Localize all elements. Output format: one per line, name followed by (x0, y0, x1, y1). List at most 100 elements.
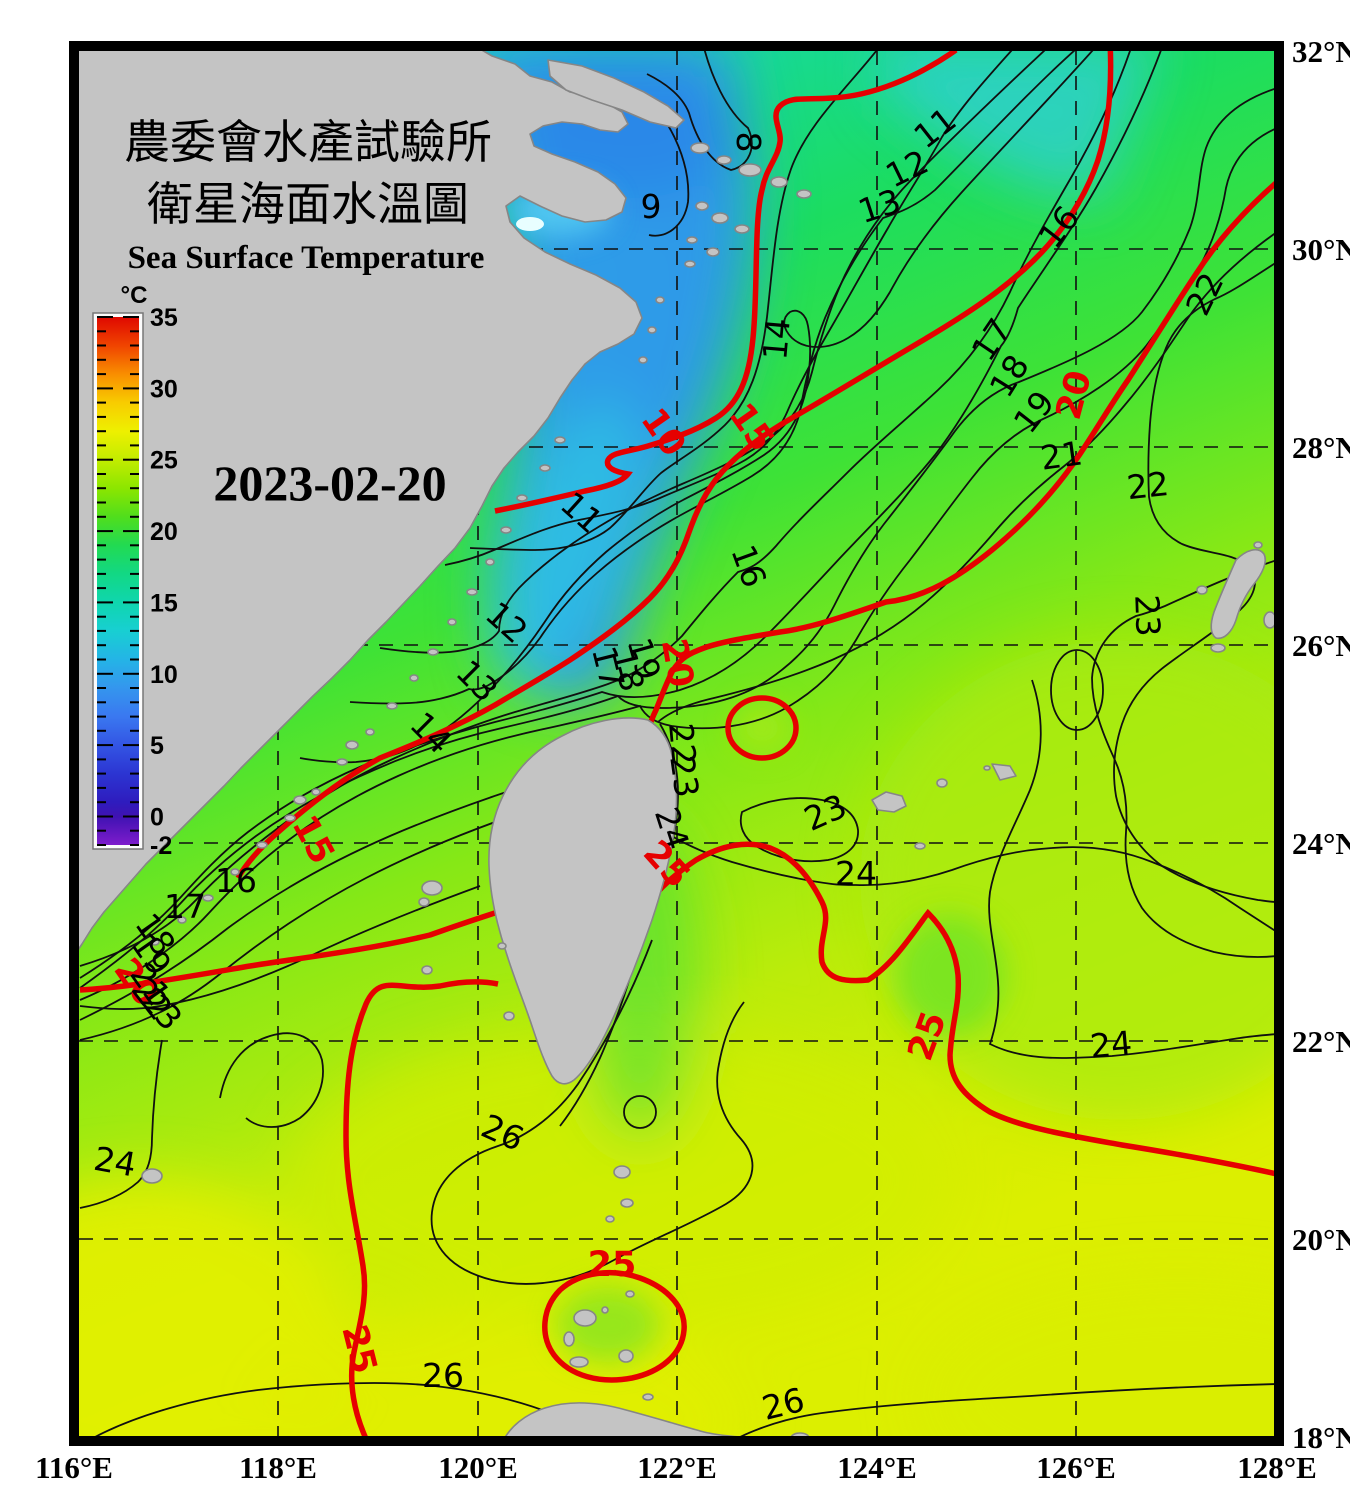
isotherm-20-red-sw (79, 902, 521, 993)
lat-axis: 32°N 30°N 28°N 26°N 24°N 22°N 20°N 18°N (1292, 34, 1350, 1455)
yaeyama-islands (871, 763, 1017, 850)
isotherm-label-9: 9 (641, 187, 662, 226)
isotherm-23-eddy (1050, 649, 1104, 731)
isotherm-22-sw (79, 761, 601, 1021)
se-taiwan-islets (605, 1165, 634, 1223)
isotherm-label-22: 22 (661, 721, 704, 766)
isotherm-12 (379, 51, 1046, 654)
isotherm-label-major-20: 20 (653, 636, 701, 691)
lon-tick-label: 116°E (35, 1450, 113, 1485)
isotherm-label-21: 21 (1038, 433, 1085, 477)
colorbar-tick-label: 20 (150, 518, 178, 546)
isotherm-26-ring (430, 939, 754, 1285)
lat-tick-label: 22°N (1292, 1024, 1350, 1059)
colorbar-tick-label: 5 (150, 732, 164, 760)
zhoushan-islands (638, 142, 812, 364)
colorbar-tick-label: 10 (150, 661, 178, 689)
title-zh-line1: 農委會水產試驗所 (124, 117, 492, 168)
isotherm-label-26: 26 (422, 1356, 464, 1395)
isotherm-15-red (235, 51, 1114, 880)
isotherm-label-14: 14 (755, 316, 798, 361)
isotherm-23-sw (79, 799, 561, 1041)
lat-tick-label: 32°N (1292, 34, 1350, 69)
isotherm-25-red-eddy (725, 695, 799, 761)
isotherm-17 (79, 51, 1162, 979)
lat-tick-label: 26°N (1292, 628, 1350, 663)
isotherm-21-ne (657, 232, 1275, 723)
isotherm-23-east (1091, 559, 1275, 958)
colorbar-tick-label: 30 (150, 375, 178, 403)
coastal-islets (150, 436, 566, 946)
isotherm-label-major-25: 25 (588, 1245, 637, 1285)
isotherm-18 (79, 87, 1275, 989)
isotherm-label-24: 24 (91, 1139, 139, 1185)
isotherm-20-red-ne (645, 180, 1275, 731)
lat-tick-label: 24°N (1292, 826, 1350, 861)
isotherm-25-red-batanes (542, 1269, 687, 1383)
colorbar-tick-label: 25 (150, 447, 178, 475)
lon-tick-label: 120°E (438, 1450, 518, 1485)
isotherm-label-17: 17 (164, 887, 206, 926)
land-masses (79, 51, 1275, 1437)
colorbar-labels: 35 30 25 20 15 10 5 0-2 (150, 304, 178, 860)
isotherm-9 (469, 51, 878, 551)
isotherm-label-8: 8 (729, 132, 768, 153)
isotherm-label-16: 16 (215, 861, 257, 900)
isotherm-label-23: 23 (1127, 594, 1167, 637)
lat-tick-label: 20°N (1292, 1222, 1350, 1257)
colorbar-tick-label: 0 (150, 803, 164, 831)
isotherm-24-dip (219, 1032, 324, 1128)
isotherm-25-red-strait (343, 979, 499, 1437)
chongming-island (547, 59, 685, 129)
title-en: Sea Surface Temperature (128, 240, 485, 276)
okinawa-islands (1196, 541, 1275, 653)
lon-axis: 116°E 118°E 120°E 122°E 124°E 126°E 128°E (35, 1450, 1317, 1485)
isotherm-26-eddy (623, 1095, 657, 1129)
isotherm-10-red (494, 51, 958, 514)
bay-cold-patch (516, 217, 544, 231)
isotherm-8 (646, 51, 753, 171)
lat-tick-label: 30°N (1292, 232, 1350, 267)
mainland-china (79, 51, 643, 950)
colorbar-tick-label: 15 (150, 589, 178, 617)
lon-tick-label: 118°E (239, 1450, 317, 1485)
isotherm-24-south (988, 679, 1275, 1059)
lon-tick-label: 124°E (837, 1450, 917, 1485)
isotherm-14 (299, 51, 1094, 764)
title-zh-line2: 衛星海面水溫圖 (147, 179, 469, 230)
date-label: 2023-02-20 (213, 455, 446, 511)
isotherm-25-red-east (641, 841, 1275, 1177)
title-block: 農委會水產試驗所 衛星海面水溫圖 Sea Surface Temperature… (124, 117, 492, 511)
dongsha-islet (141, 1168, 163, 1184)
isotherm-13 (349, 51, 1076, 705)
penghu-islands (418, 880, 515, 1021)
taiwan-island (488, 717, 678, 1085)
isotherm-24-islands (649, 821, 1275, 932)
lat-tick-label: 28°N (1292, 430, 1350, 465)
colorbar-tick-label: -2 (150, 832, 172, 860)
lat-tick-label: 18°N (1292, 1420, 1350, 1455)
isotherm-label-24: 24 (1088, 1023, 1133, 1066)
isotherm-21-sw (79, 885, 481, 1010)
colorbar-gradient (97, 317, 139, 845)
colorbar: °C 35 30 25 20 15 10 5 0-2 (92, 282, 178, 860)
lon-tick-label: 128°E (1237, 1450, 1317, 1485)
colorbar-ticks (97, 316, 139, 846)
isotherm-label-23: 23 (662, 753, 706, 800)
isotherm-24-southwest (79, 1039, 163, 1209)
luzon-islet-2 (642, 1393, 654, 1401)
isotherm-26-se (739, 1383, 1275, 1437)
batanes-islands (563, 1290, 635, 1368)
lon-tick-label: 126°E (1036, 1450, 1116, 1485)
lon-tick-label: 122°E (637, 1450, 717, 1485)
map-frame (69, 41, 1284, 1446)
colorbar-tick-label: 35 (150, 304, 178, 332)
isotherm-label-24: 24 (835, 854, 877, 893)
luzon-island (504, 1402, 741, 1437)
isotherms-major (79, 51, 1275, 1437)
isotherm-label-22: 22 (1125, 464, 1171, 507)
colorbar-unit: °C (121, 282, 148, 309)
